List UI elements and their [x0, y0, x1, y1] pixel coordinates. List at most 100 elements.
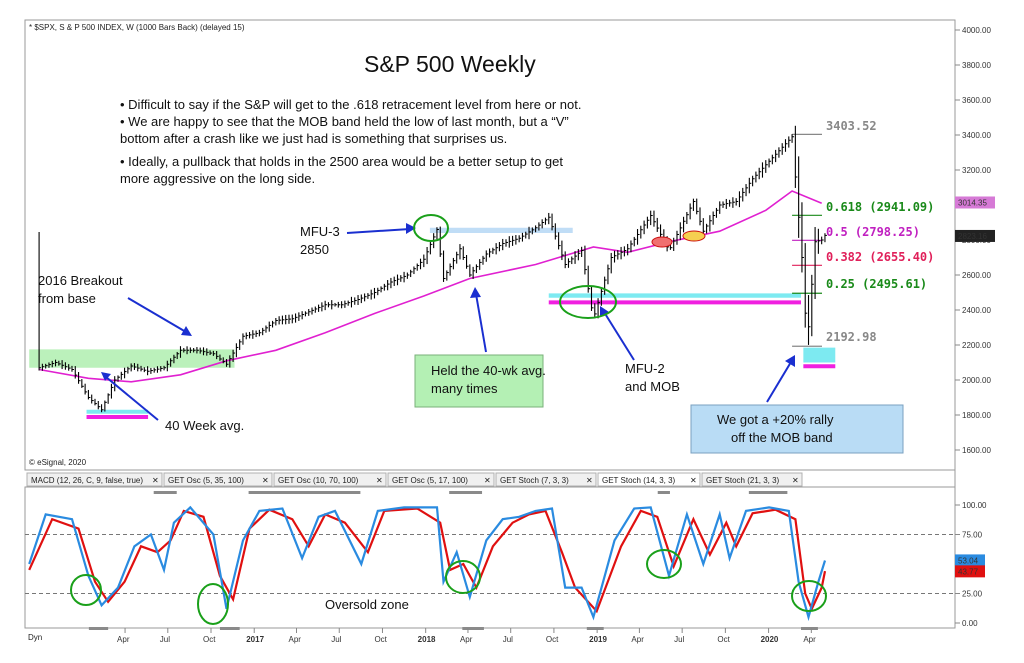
price-tick-label: 2200.00 — [962, 341, 991, 350]
osc-tick-label: 0.00 — [962, 619, 978, 628]
copyright: © eSignal, 2020 — [29, 458, 87, 467]
month-label: 2019 — [589, 635, 607, 644]
band-mob_2018 — [548, 293, 801, 298]
indicator-tab-7[interactable]: GET Stoch (21, 3, 3) ✕ — [701, 472, 803, 487]
tab-label: MACD (12, 26, C, 9, false, true) — [31, 476, 143, 485]
symbol-line: * $SPX, S & P 500 INDEX, W (1000 Bars Ba… — [29, 23, 245, 32]
stoch-k-line — [28, 505, 827, 622]
tab-close-icon[interactable]: ✕ — [376, 476, 383, 485]
osc-tick-label: 25.00 — [962, 590, 983, 599]
tab-close-icon[interactable]: ✕ — [690, 476, 697, 485]
annotation-rally: We got a +20% rally off the MOB band — [690, 355, 904, 454]
mfu2-line1: MFU-2 — [625, 361, 665, 376]
tab-label: GET Osc (10, 70, 100) — [278, 476, 359, 485]
tab-close-icon[interactable]: ✕ — [586, 476, 593, 485]
dyn-label: Dyn — [28, 633, 42, 642]
bands-layer — [29, 227, 836, 419]
mob-magenta-stripe — [86, 415, 149, 419]
oversold-circle-4 — [646, 549, 682, 579]
month-label: 2020 — [761, 635, 779, 644]
indicator-tab-4[interactable]: GET Osc (5, 17, 100) ✕ — [387, 472, 495, 487]
tab-bg — [163, 472, 273, 487]
price-value-tags: 3014.35 2823.16 — [955, 196, 995, 242]
oversold-circle-1 — [70, 574, 102, 606]
tab-label: GET Osc (5, 17, 100) — [392, 476, 468, 485]
indicator-tab-3[interactable]: GET Osc (10, 70, 100) ✕ — [273, 472, 387, 487]
price-tick-label: 3200.00 — [962, 166, 991, 175]
fib-382-label: 0.382 (2655.40) — [826, 250, 934, 264]
osc-highlight-bar — [219, 627, 240, 630]
month-label: Apr — [803, 635, 816, 644]
mob-magenta-stripe — [548, 300, 801, 305]
tab-close-icon[interactable]: ✕ — [152, 476, 159, 485]
chart-title: S&P 500 Weekly — [364, 51, 536, 77]
band-breakout_band — [29, 349, 235, 368]
tab-bg — [495, 472, 597, 487]
last-price-tag: 2823.16 — [958, 232, 987, 241]
tab-close-icon[interactable]: ✕ — [262, 476, 269, 485]
oversold-circle-2 — [197, 583, 229, 625]
mfu2-line2: and MOB — [625, 379, 680, 394]
fib-618-label: 0.618 (2941.09) — [826, 200, 934, 214]
tab-close-icon[interactable]: ✕ — [792, 476, 799, 485]
month-label: Jul — [331, 635, 341, 644]
indicator-tab-2[interactable]: GET Osc (5, 35, 100) ✕ — [163, 472, 273, 487]
osc-tag-bg — [955, 554, 985, 567]
osc-k-value-tag: 53.04 — [958, 556, 979, 565]
fib-5-label: 0.5 (2798.25) — [826, 225, 920, 239]
month-label: Oct — [717, 635, 730, 644]
band-mob_2016 — [86, 409, 149, 414]
month-label: Apr — [117, 635, 130, 644]
month-label: Apr — [289, 635, 302, 644]
indicator-panel[interactable] — [24, 486, 956, 629]
indicator-tab-1[interactable]: MACD (12, 26, C, 9, false, true) ✕ — [26, 472, 163, 487]
price-tick-label: 2400.00 — [962, 306, 991, 315]
tab-bg — [701, 472, 803, 487]
tab-bg — [273, 472, 387, 487]
annotation-mfu3: MFU-3 2850 — [300, 214, 449, 257]
indicator-tab-5[interactable]: GET Stoch (7, 3, 3) ✕ — [495, 472, 597, 487]
osc-highlight-bar — [88, 627, 109, 630]
ma-value-tag-bg — [955, 196, 995, 209]
bullet-2: • We are happy to see that the MOB band … — [120, 114, 569, 129]
held-box — [414, 354, 544, 408]
osc-highlight-bar — [153, 491, 177, 494]
oversold-circle-3 — [445, 560, 481, 594]
month-label: Jul — [503, 635, 513, 644]
price-tick-label: 4000.00 — [962, 26, 991, 35]
annotation-mfu2: MFU-2 and MOB — [559, 285, 680, 394]
osc-highlight-bar — [248, 491, 361, 494]
bullet-3-cont: more aggressive on the long side. — [120, 171, 315, 186]
ma-value-tag: 3014.35 — [958, 198, 987, 207]
osc-tag-bg — [955, 565, 985, 578]
price-tick-label: 3800.00 — [962, 61, 991, 70]
fib-lines — [792, 133, 822, 347]
oversold-zone-label: Oversold zone — [325, 597, 409, 612]
tab-label: GET Stoch (21, 3, 3) — [706, 476, 780, 485]
tab-bg — [597, 472, 701, 487]
price-tick-label: 3600.00 — [962, 96, 991, 105]
band-top_2018 — [429, 227, 573, 233]
annotation-ma40: 40 Week avg. — [101, 372, 244, 433]
mfu3-line1: MFU-3 — [300, 224, 340, 239]
osc-highlight-bar — [462, 627, 484, 630]
price-tick-label: 2600.00 — [962, 271, 991, 280]
held-line1: Held the 40-wk avg. — [431, 363, 546, 378]
tab-label: GET Stoch (14, 3, 3) — [602, 476, 676, 485]
level-high-label: 3403.52 — [826, 119, 877, 133]
month-axis: Apr Jul Oct 2017 Apr Jul Oct 2018 Apr Jul Oct 2019 A… — [117, 628, 816, 644]
annotation-held: Held the 40-wk avg. many times — [414, 287, 546, 408]
osc-highlight-bar — [449, 491, 483, 494]
indicator-tab-6[interactable]: GET Stoch (14, 3, 3) ✕ — [597, 472, 701, 487]
commentary-bullets: • Difficult to say if the S&P will get t… — [120, 97, 581, 186]
tab-close-icon[interactable]: ✕ — [484, 476, 491, 485]
osc-highlight-bar — [586, 627, 604, 630]
tab-label: GET Osc (5, 35, 100) — [168, 476, 244, 485]
ma40-label: 40 Week avg. — [165, 418, 244, 433]
tab-bg — [387, 472, 495, 487]
tab-bg — [26, 472, 163, 487]
month-label: 2018 — [418, 635, 436, 644]
month-label: Oct — [374, 635, 387, 644]
osc-d-value-tag: 43.77 — [958, 567, 979, 576]
rally-line2: off the MOB band — [731, 430, 833, 445]
